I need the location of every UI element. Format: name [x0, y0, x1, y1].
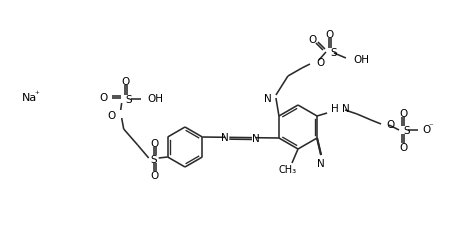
Text: O: O — [150, 138, 158, 148]
Text: O: O — [308, 35, 316, 45]
Text: O: O — [421, 125, 429, 134]
Text: N: N — [341, 103, 349, 113]
Text: S: S — [125, 94, 132, 105]
Text: Na: Na — [22, 93, 37, 103]
Text: N: N — [251, 133, 259, 143]
Text: S: S — [329, 48, 336, 58]
Text: O: O — [385, 119, 394, 129]
Text: S: S — [402, 125, 409, 135]
Text: O: O — [398, 142, 407, 152]
Text: N: N — [317, 158, 324, 168]
Text: N: N — [221, 133, 229, 143]
Text: ⁺: ⁺ — [34, 89, 39, 98]
Text: CH₃: CH₃ — [278, 164, 296, 174]
Text: S: S — [150, 154, 156, 164]
Text: O: O — [121, 77, 130, 87]
Text: O: O — [99, 93, 107, 103]
Text: O: O — [150, 170, 158, 180]
Text: ⁻: ⁻ — [427, 122, 432, 131]
Text: N: N — [263, 94, 271, 103]
Text: H: H — [331, 103, 338, 113]
Text: O: O — [107, 110, 115, 121]
Text: O: O — [398, 109, 407, 119]
Text: O: O — [325, 30, 333, 40]
Text: OH: OH — [147, 94, 163, 103]
Text: OH: OH — [352, 55, 368, 65]
Text: O: O — [315, 58, 324, 68]
